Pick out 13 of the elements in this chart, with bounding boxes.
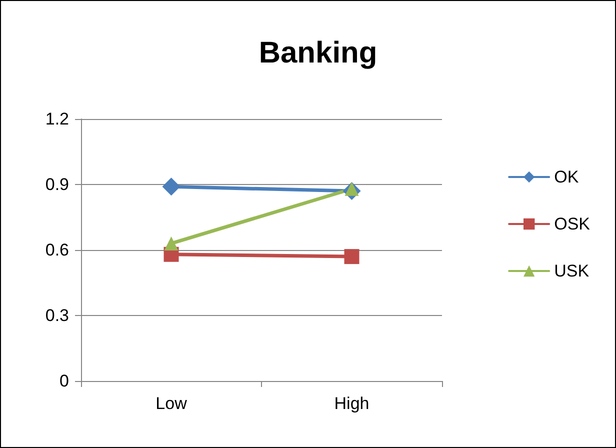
y-tick-label: 0 xyxy=(60,372,69,390)
legend-label: OSK xyxy=(554,214,591,234)
chart-title: Banking xyxy=(258,36,378,70)
x-tick-label: Low xyxy=(156,394,188,413)
y-tick-label: 1.2 xyxy=(45,110,69,128)
point xyxy=(162,178,180,196)
point xyxy=(344,249,360,264)
legend-label: USK xyxy=(554,262,590,280)
legend-label: OK xyxy=(554,168,580,186)
y-tick-label: 0.3 xyxy=(45,306,69,325)
x-tick-label: High xyxy=(334,394,370,413)
y-tick-label: 0.9 xyxy=(45,175,69,194)
y-tick-label: 0.6 xyxy=(45,240,69,260)
